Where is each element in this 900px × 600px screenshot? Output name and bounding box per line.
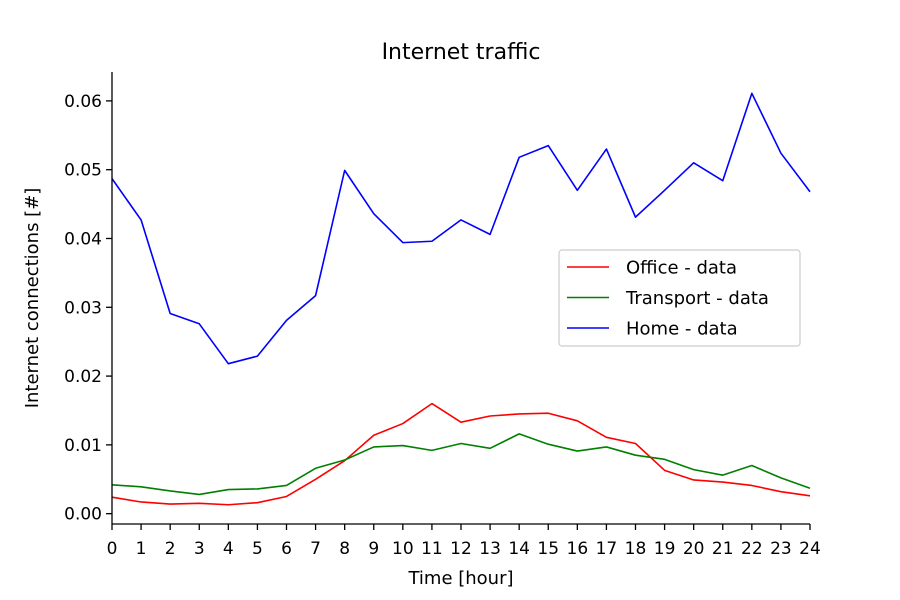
y-ticks: 0.00 0.01 0.02 0.03 0.04 0.05 0.06: [64, 92, 112, 525]
x-ticks: 0 1 2 3 4 5 6 7 8 9 10 11 12 13 14 15 16 17 18 19 20 21 22 23 24: [107, 524, 821, 559]
x-tick-label: 0: [107, 539, 118, 559]
x-tick-label: 2: [165, 539, 176, 559]
x-tick-label: 16: [567, 539, 589, 559]
x-tick-label: 3: [194, 539, 205, 559]
x-axis-label: Time [hour]: [407, 568, 513, 589]
x-tick-label: 22: [741, 539, 763, 559]
x-tick-label: 9: [368, 539, 379, 559]
x-tick-label: 7: [310, 539, 321, 559]
y-tick-label: 0.01: [64, 436, 102, 456]
x-tick-label: 5: [252, 539, 263, 559]
legend-label: Transport - data: [625, 288, 769, 309]
x-tick-label: 19: [654, 539, 676, 559]
x-tick-label: 1: [136, 539, 147, 559]
y-tick-label: 0.04: [64, 229, 102, 249]
x-tick-label: 12: [450, 539, 472, 559]
y-tick-label: 0.03: [64, 298, 102, 318]
legend-box: [558, 249, 801, 347]
y-axis-label: Internet connections [#]: [22, 188, 43, 409]
x-tick-label: 11: [421, 539, 443, 559]
x-tick-label: 4: [223, 539, 234, 559]
y-tick-label: 0.06: [64, 92, 102, 112]
x-tick-label: 8: [339, 539, 350, 559]
plot-area: 0 1 2 3 4 5 6 7 8 9 10 11 12 13 14 15 16 17 18 19 20 21 22 23 24…: [64, 72, 821, 559]
legend-label: Office - data: [626, 258, 737, 279]
y-tick-label: 0.00: [64, 505, 102, 525]
x-tick-label: 13: [479, 539, 501, 559]
series-line-0: [111, 402, 811, 506]
x-tick-label: 10: [392, 539, 414, 559]
legend: Office - data Transport - data Home - data: [558, 249, 801, 347]
x-tick-label: 18: [625, 539, 647, 559]
legend-label: Home - data: [626, 319, 738, 340]
x-tick-label: 6: [281, 539, 292, 559]
series-line-2: [111, 92, 811, 365]
chart-title: Internet traffic: [382, 40, 541, 65]
x-tick-label: 20: [683, 539, 705, 559]
y-tick-label: 0.02: [64, 367, 102, 387]
x-tick-label: 17: [596, 539, 618, 559]
series-line-1: [111, 433, 811, 496]
x-tick-label: 23: [770, 539, 792, 559]
x-tick-label: 21: [712, 539, 734, 559]
y-tick-label: 0.05: [64, 161, 102, 181]
x-tick-label: 14: [508, 539, 530, 559]
x-tick-label: 24: [799, 539, 821, 559]
series-layer: [111, 92, 811, 506]
x-tick-label: 15: [537, 539, 559, 559]
